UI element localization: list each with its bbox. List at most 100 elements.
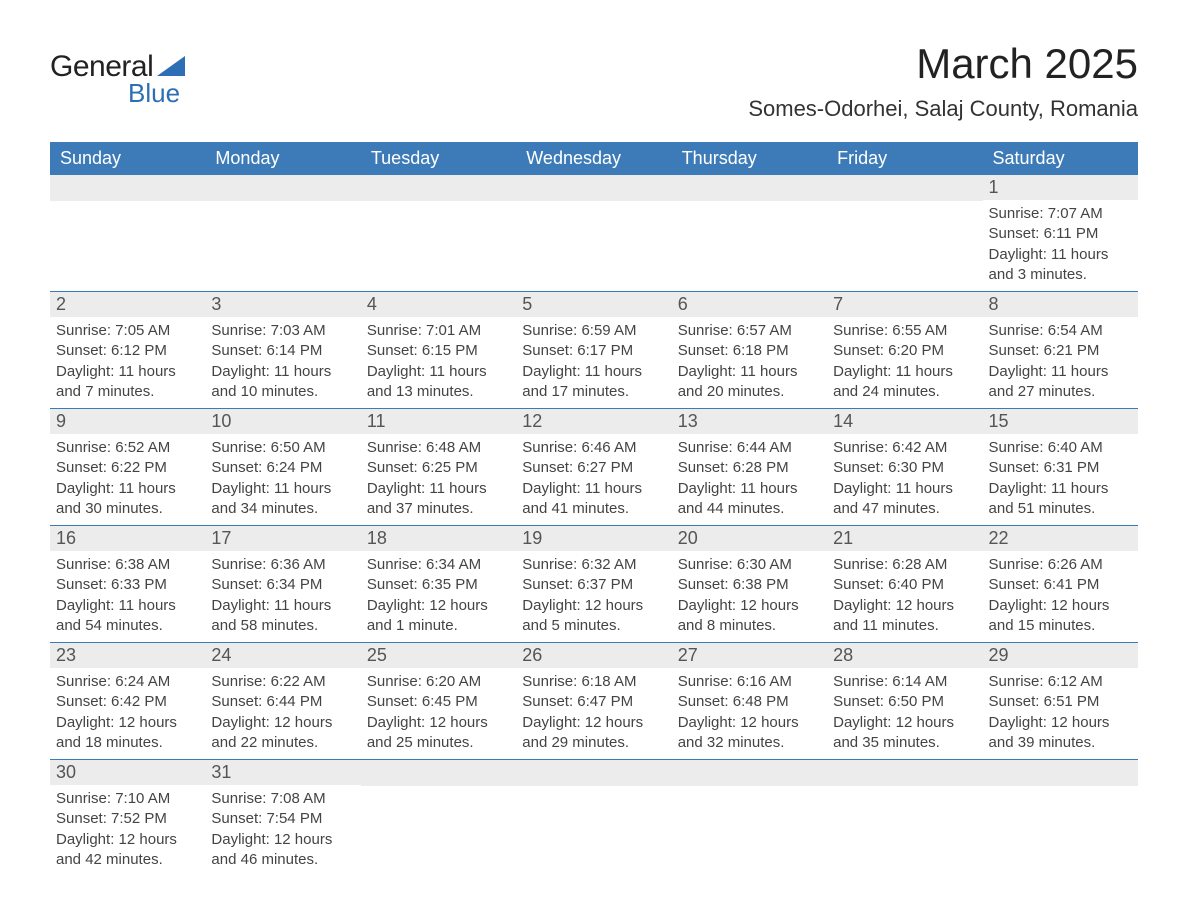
- sunrise-text: Sunrise: 6:57 AM: [678, 321, 821, 341]
- day-number: 20: [672, 526, 827, 551]
- day-details: Sunrise: 6:32 AMSunset: 6:37 PMDaylight:…: [516, 551, 671, 642]
- weekday-header: Friday: [827, 142, 982, 175]
- day-cell: 17Sunrise: 6:36 AMSunset: 6:34 PMDayligh…: [205, 526, 360, 642]
- sunrise-text: Sunrise: 7:07 AM: [989, 204, 1132, 224]
- day-cell: 27Sunrise: 6:16 AMSunset: 6:48 PMDayligh…: [672, 643, 827, 759]
- daylight-text: Daylight: 11 hours and 58 minutes.: [211, 596, 354, 637]
- day-number: 1: [983, 175, 1138, 200]
- sunset-text: Sunset: 6:48 PM: [678, 692, 821, 712]
- day-cell: 20Sunrise: 6:30 AMSunset: 6:38 PMDayligh…: [672, 526, 827, 642]
- day-details: Sunrise: 7:05 AMSunset: 6:12 PMDaylight:…: [50, 317, 205, 408]
- daylight-text: Daylight: 12 hours and 42 minutes.: [56, 830, 199, 871]
- daylight-text: Daylight: 12 hours and 25 minutes.: [367, 713, 510, 754]
- sunrise-text: Sunrise: 7:10 AM: [56, 789, 199, 809]
- sunrise-text: Sunrise: 6:32 AM: [522, 555, 665, 575]
- sunset-text: Sunset: 6:40 PM: [833, 575, 976, 595]
- day-cell: 2Sunrise: 7:05 AMSunset: 6:12 PMDaylight…: [50, 292, 205, 408]
- daylight-text: Daylight: 12 hours and 39 minutes.: [989, 713, 1132, 754]
- week-row: 30Sunrise: 7:10 AMSunset: 7:52 PMDayligh…: [50, 760, 1138, 876]
- daylight-text: Daylight: 11 hours and 10 minutes.: [211, 362, 354, 403]
- daylight-text: Daylight: 12 hours and 46 minutes.: [211, 830, 354, 871]
- day-details: Sunrise: 6:18 AMSunset: 6:47 PMDaylight:…: [516, 668, 671, 759]
- weeks-container: 1Sunrise: 7:07 AMSunset: 6:11 PMDaylight…: [50, 175, 1138, 876]
- day-number: 11: [361, 409, 516, 434]
- day-cell: 8Sunrise: 6:54 AMSunset: 6:21 PMDaylight…: [983, 292, 1138, 408]
- sunrise-text: Sunrise: 6:12 AM: [989, 672, 1132, 692]
- month-title: March 2025: [748, 40, 1138, 88]
- logo-text-blue: Blue: [128, 78, 185, 109]
- day-cell: 28Sunrise: 6:14 AMSunset: 6:50 PMDayligh…: [827, 643, 982, 759]
- day-details: Sunrise: 6:38 AMSunset: 6:33 PMDaylight:…: [50, 551, 205, 642]
- sunset-text: Sunset: 6:27 PM: [522, 458, 665, 478]
- day-cell: 10Sunrise: 6:50 AMSunset: 6:24 PMDayligh…: [205, 409, 360, 525]
- day-cell: [516, 760, 671, 876]
- day-number: 14: [827, 409, 982, 434]
- weekday-header: Saturday: [983, 142, 1138, 175]
- day-cell: 4Sunrise: 7:01 AMSunset: 6:15 PMDaylight…: [361, 292, 516, 408]
- day-details: Sunrise: 6:59 AMSunset: 6:17 PMDaylight:…: [516, 317, 671, 408]
- sunset-text: Sunset: 6:51 PM: [989, 692, 1132, 712]
- day-cell: 12Sunrise: 6:46 AMSunset: 6:27 PMDayligh…: [516, 409, 671, 525]
- day-number: 9: [50, 409, 205, 434]
- weekday-header: Sunday: [50, 142, 205, 175]
- day-cell: 29 Sunrise: 6:12 AMSunset: 6:51 PMDayligh…: [983, 643, 1138, 759]
- daylight-text: Daylight: 12 hours and 18 minutes.: [56, 713, 199, 754]
- daylight-text: Daylight: 12 hours and 29 minutes.: [522, 713, 665, 754]
- sunrise-text: Sunrise: 6:55 AM: [833, 321, 976, 341]
- day-cell: 26Sunrise: 6:18 AMSunset: 6:47 PMDayligh…: [516, 643, 671, 759]
- sunrise-text: Sunrise: 6:18 AM: [522, 672, 665, 692]
- sunrise-text: Sunrise: 6:52 AM: [56, 438, 199, 458]
- day-number: 24: [205, 643, 360, 668]
- day-number: 29: [983, 643, 1138, 668]
- day-number: 23: [50, 643, 205, 668]
- day-details: Sunrise: 6:36 AMSunset: 6:34 PMDaylight:…: [205, 551, 360, 642]
- day-number: 17: [205, 526, 360, 551]
- day-cell: 14Sunrise: 6:42 AMSunset: 6:30 PMDayligh…: [827, 409, 982, 525]
- sunset-text: Sunset: 6:45 PM: [367, 692, 510, 712]
- weekday-header: Monday: [205, 142, 360, 175]
- day-cell: 31Sunrise: 7:08 AMSunset: 7:54 PMDayligh…: [205, 760, 360, 876]
- sunrise-text: Sunrise: 7:01 AM: [367, 321, 510, 341]
- sunrise-text: Sunrise: 6:30 AM: [678, 555, 821, 575]
- sunset-text: Sunset: 6:21 PM: [989, 341, 1132, 361]
- sunset-text: Sunset: 6:14 PM: [211, 341, 354, 361]
- day-cell: 19Sunrise: 6:32 AMSunset: 6:37 PMDayligh…: [516, 526, 671, 642]
- day-number: [50, 175, 205, 201]
- sunset-text: Sunset: 6:28 PM: [678, 458, 821, 478]
- daylight-text: Daylight: 11 hours and 47 minutes.: [833, 479, 976, 520]
- day-cell: [361, 760, 516, 876]
- day-number: [361, 175, 516, 201]
- sunset-text: Sunset: 6:37 PM: [522, 575, 665, 595]
- day-cell: 13Sunrise: 6:44 AMSunset: 6:28 PMDayligh…: [672, 409, 827, 525]
- day-cell: 6Sunrise: 6:57 AMSunset: 6:18 PMDaylight…: [672, 292, 827, 408]
- daylight-text: Daylight: 11 hours and 3 minutes.: [989, 245, 1132, 286]
- daylight-text: Daylight: 11 hours and 30 minutes.: [56, 479, 199, 520]
- day-details: Sunrise: 6:44 AMSunset: 6:28 PMDaylight:…: [672, 434, 827, 525]
- day-number: [983, 760, 1138, 786]
- sunrise-text: Sunrise: 7:05 AM: [56, 321, 199, 341]
- sunrise-text: Sunrise: 6:40 AM: [989, 438, 1132, 458]
- sunset-text: Sunset: 6:24 PM: [211, 458, 354, 478]
- day-cell: 5Sunrise: 6:59 AMSunset: 6:17 PMDaylight…: [516, 292, 671, 408]
- sunset-text: Sunset: 6:31 PM: [989, 458, 1132, 478]
- sunrise-text: Sunrise: 6:34 AM: [367, 555, 510, 575]
- day-details: Sunrise: 7:08 AMSunset: 7:54 PMDaylight:…: [205, 785, 360, 876]
- week-row: 1Sunrise: 7:07 AMSunset: 6:11 PMDaylight…: [50, 175, 1138, 292]
- daylight-text: Daylight: 11 hours and 17 minutes.: [522, 362, 665, 403]
- sunset-text: Sunset: 6:35 PM: [367, 575, 510, 595]
- day-details: Sunrise: 7:01 AMSunset: 6:15 PMDaylight:…: [361, 317, 516, 408]
- day-number: 26: [516, 643, 671, 668]
- sunrise-text: Sunrise: 6:59 AM: [522, 321, 665, 341]
- sunset-text: Sunset: 6:50 PM: [833, 692, 976, 712]
- daylight-text: Daylight: 11 hours and 54 minutes.: [56, 596, 199, 637]
- day-number: 15: [983, 409, 1138, 434]
- day-number: 7: [827, 292, 982, 317]
- day-details: Sunrise: 6:16 AMSunset: 6:48 PMDaylight:…: [672, 668, 827, 759]
- sunset-text: Sunset: 6:47 PM: [522, 692, 665, 712]
- logo: General Blue: [50, 50, 185, 109]
- sunset-text: Sunset: 6:33 PM: [56, 575, 199, 595]
- sunrise-text: Sunrise: 6:44 AM: [678, 438, 821, 458]
- sunrise-text: Sunrise: 6:36 AM: [211, 555, 354, 575]
- day-cell: [361, 175, 516, 291]
- daylight-text: Daylight: 11 hours and 41 minutes.: [522, 479, 665, 520]
